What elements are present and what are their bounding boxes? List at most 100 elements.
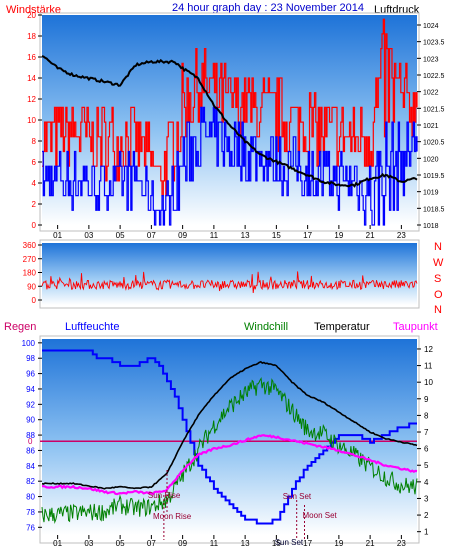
hour-tick-label: 23 [397, 231, 406, 240]
rain-level-label: 0 [28, 437, 33, 446]
temp-tick-label: 2 [424, 511, 429, 520]
temp-tick-label: 8 [424, 411, 429, 420]
pressure-tick-label: 1023.5 [423, 40, 445, 47]
humidity-series [42, 349, 417, 525]
humidity-tick-label: 96 [26, 370, 35, 379]
pressure-tick-label: 1023 [423, 56, 439, 63]
dewpoint-series [41, 434, 418, 496]
hour-tick-label: 13 [241, 539, 250, 548]
wind-tick-label: 4 [32, 179, 37, 188]
hour-tick-label: 09 [178, 539, 187, 548]
wind-tick-label: 16 [27, 53, 36, 62]
wind-tick-label: 18 [27, 32, 36, 41]
compass-s: S [434, 273, 441, 285]
wind-tick-label: 12 [27, 95, 36, 104]
pressure-tick-label: 1018 [423, 223, 439, 230]
hour-tick-label: 15 [272, 539, 281, 548]
pressure-tick-label: 1022 [423, 90, 439, 97]
direction-tick-label: 270 [23, 255, 37, 264]
humidity-tick-label: 92 [26, 400, 35, 409]
compass-n-bottom: N [434, 304, 442, 316]
direction-tick-label: 360 [23, 241, 37, 250]
hour-tick-label: 17 [303, 539, 312, 548]
humidity-tick-label: 90 [26, 416, 35, 425]
sun-rise-label: Sun Rise [148, 491, 181, 500]
humidity-tick-label: 82 [26, 477, 35, 486]
hour-tick-label: 01 [53, 231, 62, 240]
panel2-frame [39, 239, 420, 309]
temp-tick-label: 5 [424, 461, 429, 470]
panel2-plot-area [42, 243, 417, 305]
hour-tick-label: 07 [147, 539, 156, 548]
hour-tick-label: 13 [241, 231, 250, 240]
wind-tick-label: 8 [32, 137, 37, 146]
temperature-series [41, 360, 418, 490]
wind-tick-label: 6 [32, 158, 37, 167]
humidity-tick-label: 78 [26, 508, 35, 517]
wind-tick-label: 0 [32, 221, 37, 230]
pressure-tick-label: 1019.5 [423, 173, 445, 180]
hour-tick-label: 21 [366, 539, 375, 548]
direction-tick-label: 180 [23, 269, 37, 278]
humidity-tick-label: 98 [26, 354, 35, 363]
hour-tick-label: 03 [84, 539, 93, 548]
direction-tick-label: 90 [27, 282, 36, 291]
legend-humidity: Luftfeuchte [65, 321, 119, 333]
temp-tick-label: 11 [424, 362, 433, 371]
hour-tick-label: 01 [53, 539, 62, 548]
wind-gust-series [42, 18, 418, 197]
legend-rain: Regen [4, 321, 36, 333]
legend-dewpoint: Taupunkt [393, 321, 438, 333]
panel3-frame [39, 335, 420, 544]
hour-tick-label: 19 [334, 539, 343, 548]
temp-tick-label: 6 [424, 445, 429, 454]
hour-tick-label: 09 [178, 231, 187, 240]
panel1-frame [39, 12, 420, 232]
moon-rise-label: Moon Rise [153, 512, 192, 521]
hour-tick-label: 23 [397, 539, 406, 548]
humidity-tick-label: 86 [26, 446, 35, 455]
temp-tick-label: 9 [424, 395, 429, 404]
temp-tick-label: 3 [424, 494, 429, 503]
pressure-tick-label: 1019 [423, 190, 439, 197]
compass-w: W [433, 257, 444, 269]
legend-temperature: Temperatur [314, 321, 370, 333]
humidity-tick-label: 100 [22, 339, 36, 348]
sun-set-axis-label: Sun Set [275, 538, 304, 547]
temp-tick-label: 10 [424, 378, 433, 387]
hour-tick-label: 07 [147, 231, 156, 240]
pressure-tick-label: 1020.5 [423, 140, 445, 147]
legend-windchill: Windchill [244, 321, 288, 333]
windchill-series [41, 376, 418, 524]
wind-tick-label: 10 [27, 116, 36, 125]
compass-o: O [434, 289, 443, 301]
moon-set-label: Moon Set [303, 511, 338, 520]
wind-direction-series [41, 271, 418, 294]
hour-tick-label: 15 [272, 231, 281, 240]
pressure-tick-label: 1020 [423, 156, 439, 163]
pressure-tick-label: 1021.5 [423, 106, 445, 113]
hour-tick-label: 03 [84, 231, 93, 240]
hour-tick-label: 17 [303, 231, 312, 240]
temp-tick-label: 7 [424, 428, 429, 437]
hour-tick-label: 19 [334, 231, 343, 240]
pressure-tick-label: 1021 [423, 123, 439, 130]
pressure-tick-label: 1018.5 [423, 206, 445, 213]
panel3-plot-area [42, 339, 417, 535]
pressure-tick-label: 1024 [423, 23, 439, 30]
temp-tick-label: 1 [424, 528, 429, 537]
temp-tick-label: 12 [424, 345, 433, 354]
compass-n-top: N [434, 241, 442, 253]
temp-tick-label: 4 [424, 478, 429, 487]
hour-tick-label: 21 [366, 231, 375, 240]
sun-set-label: Sun Set [283, 492, 312, 501]
hour-tick-label: 11 [210, 539, 219, 548]
wind-tick-label: 2 [32, 200, 37, 209]
humidity-tick-label: 94 [26, 385, 35, 394]
humidity-tick-label: 88 [26, 431, 35, 440]
hour-tick-label: 11 [210, 231, 219, 240]
hour-tick-label: 05 [116, 231, 125, 240]
pressure-series [41, 55, 418, 188]
